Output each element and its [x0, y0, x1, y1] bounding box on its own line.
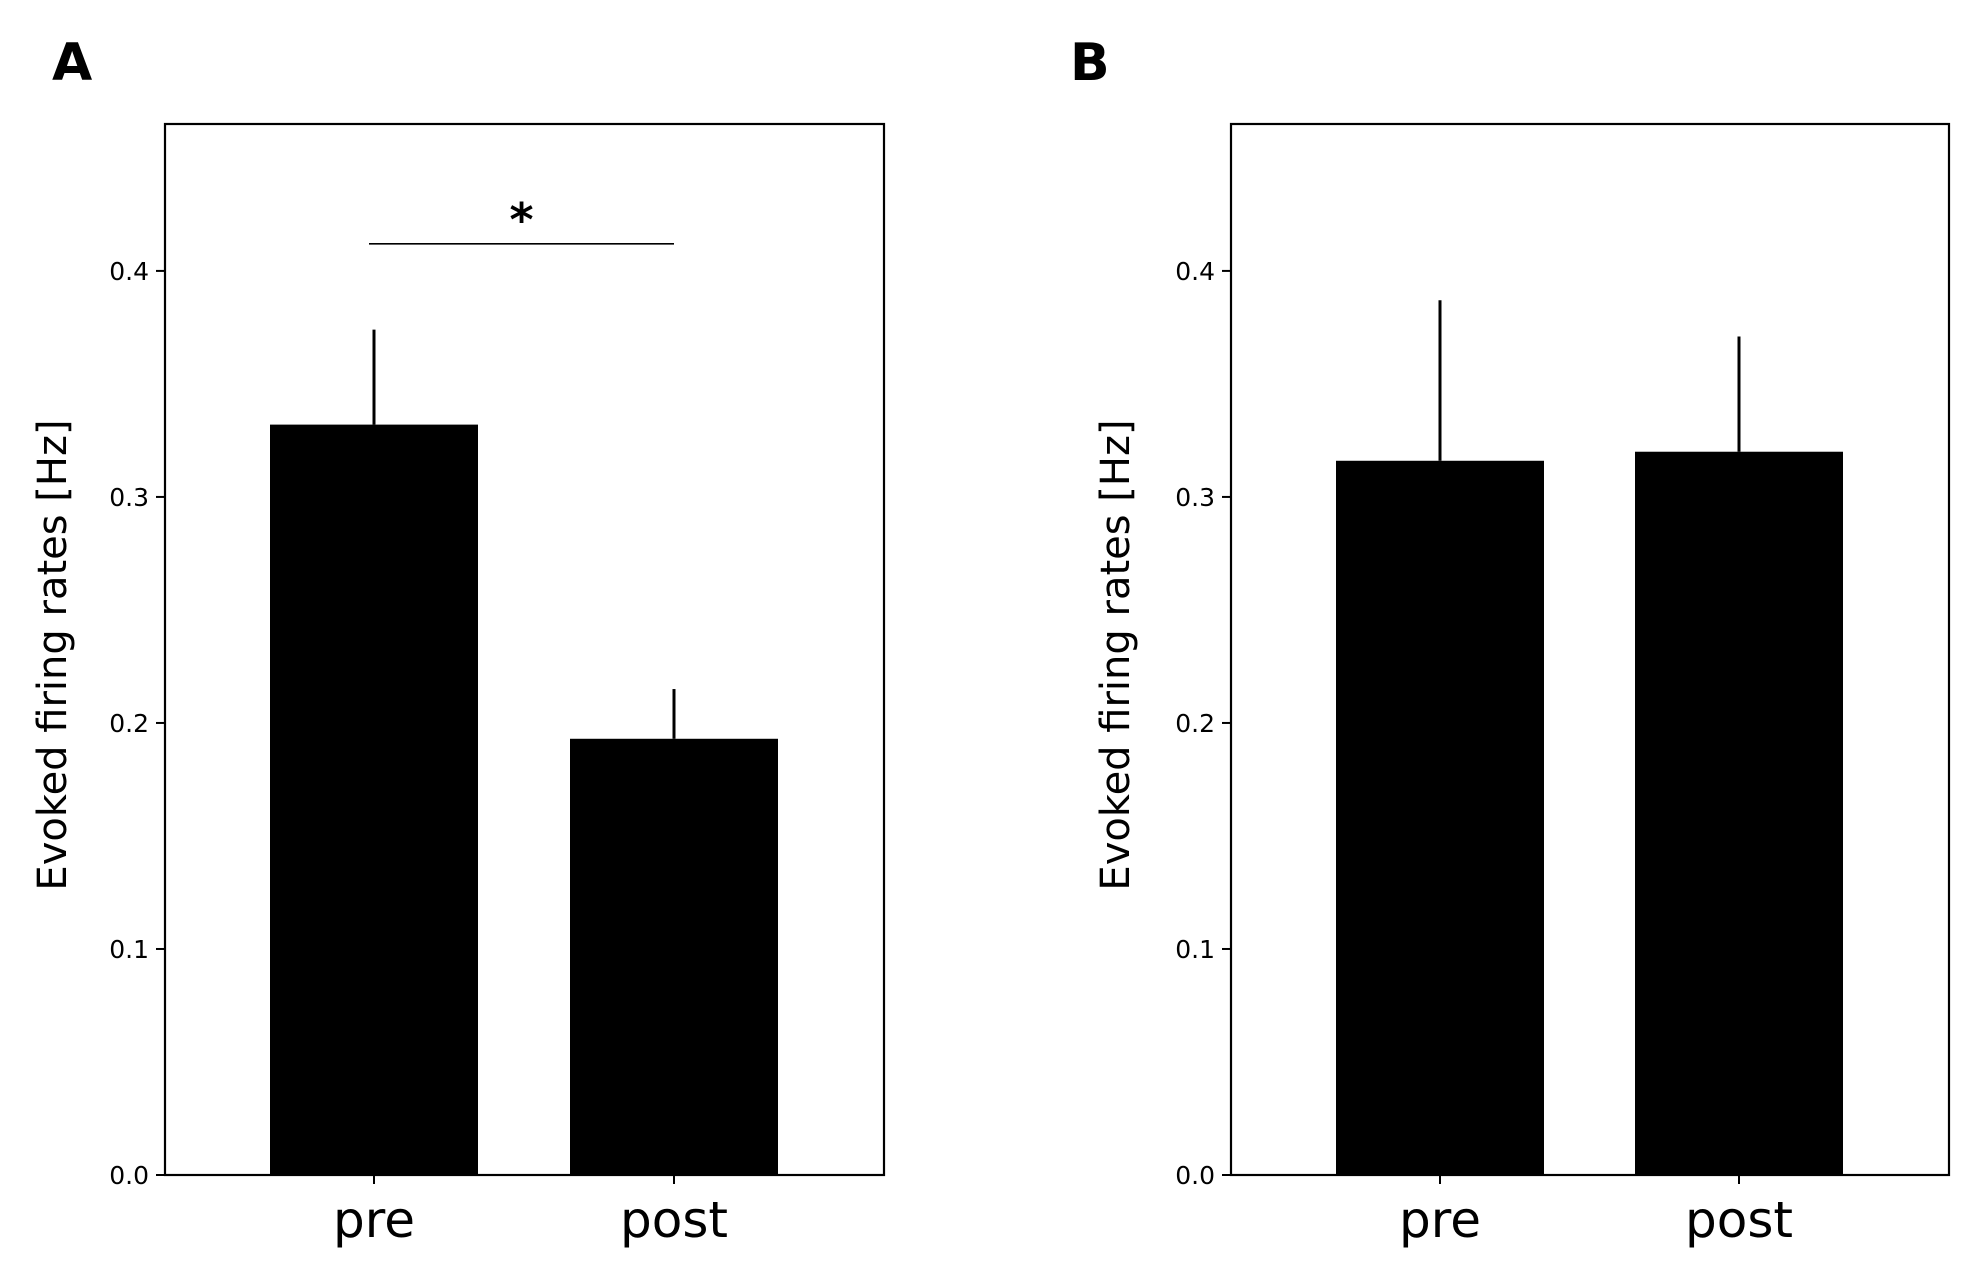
panel-letter-a: A — [52, 33, 92, 93]
significance-star-a: * — [509, 193, 533, 247]
plot-area-a: 0.0 0.1 0.2 0.3 0.4 pre post * — [109, 122, 886, 1249]
panel-letter-b: B — [1070, 33, 1110, 93]
axes-frame-a — [163, 122, 886, 1177]
y-tick-label-b: 0.4 — [1175, 257, 1215, 286]
y-axis-label-b: Evoked firing rates [Hz] — [1093, 419, 1139, 890]
y-tick-label-a: 0.4 — [109, 257, 149, 286]
plot-area-b: 0.0 0.1 0.2 0.3 0.4 pre post — [1175, 122, 1951, 1249]
x-tick-label-post-a: post — [620, 1191, 728, 1249]
axes-frame-b — [1229, 122, 1951, 1177]
x-tick-label-post-b: post — [1685, 1191, 1793, 1249]
panel-a: A 0.0 0.1 0.2 0.3 0.4 pre post * Evoked firing … — [30, 33, 886, 1249]
bar-pre-a — [270, 424, 478, 1175]
panel-b: B 0.0 0.1 0.2 0.3 0.4 pre post Evoked firing r… — [1070, 33, 1951, 1249]
y-tick-label-a: 0.2 — [109, 709, 149, 738]
bar-pre-b — [1336, 460, 1544, 1175]
x-tick-label-pre-a: pre — [333, 1191, 415, 1249]
y-tick-label-a: 0.3 — [109, 483, 149, 512]
y-tick-label-a: 0.1 — [109, 935, 149, 964]
y-tick-label-b: 0.2 — [1175, 709, 1215, 738]
bar-post-a — [570, 738, 778, 1175]
y-tick-label-a: 0.0 — [109, 1161, 149, 1190]
y-axis-label-a: Evoked firing rates [Hz] — [30, 419, 76, 890]
y-tick-label-b: 0.3 — [1175, 483, 1215, 512]
y-tick-label-b: 0.0 — [1175, 1161, 1215, 1190]
y-tick-label-b: 0.1 — [1175, 935, 1215, 964]
bar-post-b — [1635, 451, 1843, 1175]
x-tick-label-pre-b: pre — [1399, 1191, 1481, 1249]
